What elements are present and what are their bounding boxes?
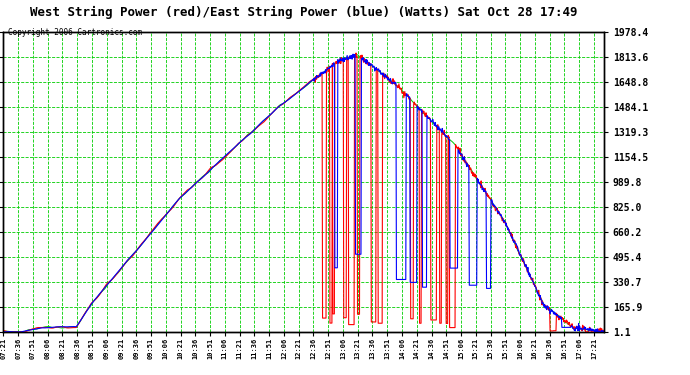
Text: Copyright 2006 Cartronics.com: Copyright 2006 Cartronics.com	[8, 28, 142, 37]
Text: West String Power (red)/East String Power (blue) (Watts) Sat Oct 28 17:49: West String Power (red)/East String Powe…	[30, 6, 578, 19]
